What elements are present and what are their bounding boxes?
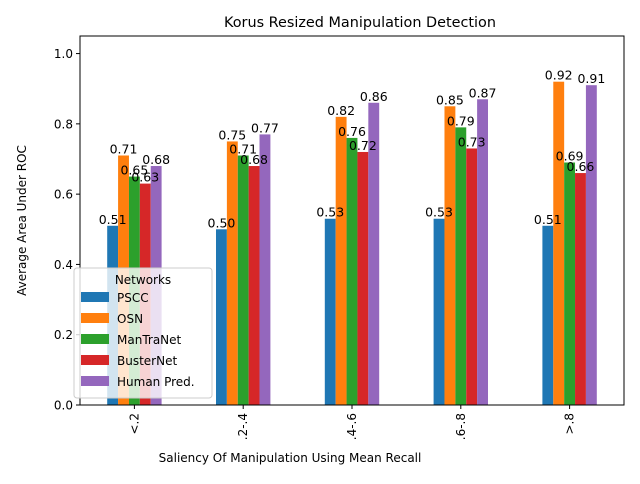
- y-axis: 0.0 0.2 0.4 0.6 0.8 1.0: [54, 47, 80, 413]
- data-label: 0.79: [447, 113, 475, 128]
- bar: [585, 85, 597, 405]
- legend-swatch: [81, 355, 109, 365]
- data-label: 0.53: [316, 205, 344, 220]
- legend-swatch: [81, 292, 109, 302]
- bar: [466, 148, 478, 405]
- y-tick-label: 0.6: [54, 188, 73, 202]
- x-axis-label: Saliency Of Manipulation Using Mean Reca…: [159, 451, 422, 465]
- legend-label: ManTraNet: [117, 333, 182, 347]
- bar: [346, 137, 358, 405]
- legend-title: Networks: [115, 273, 171, 287]
- data-label: 0.65: [120, 163, 148, 178]
- data-label: 0.68: [142, 152, 170, 167]
- bar: [477, 99, 488, 405]
- bar: [226, 141, 238, 405]
- y-tick-label: 1.0: [54, 47, 73, 61]
- x-tick-label: >.8: [563, 413, 577, 435]
- y-tick-label: 0.0: [54, 399, 73, 413]
- x-tick-label: .4-.6: [345, 413, 359, 440]
- data-label: 0.63: [131, 170, 159, 185]
- bar: [324, 218, 336, 405]
- bar: [357, 151, 369, 405]
- bar: [433, 218, 445, 405]
- data-labels-layer: 0.51 0.500.53 0.53 0.510.710.750.820.850.92…: [99, 68, 606, 231]
- chart-title: Korus Resized Manipulation Detection: [224, 15, 496, 31]
- data-label: 0.92: [545, 68, 573, 83]
- legend-items: PSCC OSN ManTraNet BusterNet Human Pred.: [81, 291, 195, 389]
- data-label: 0.71: [229, 141, 257, 156]
- bar: [216, 229, 227, 405]
- data-label: 0.75: [218, 127, 246, 142]
- data-label: 0.86: [360, 89, 388, 104]
- bar: [542, 225, 554, 405]
- legend-label: OSN: [117, 312, 143, 326]
- data-label: 0.73: [458, 134, 486, 149]
- legend-swatch: [81, 376, 109, 386]
- data-label: 0.76: [338, 124, 366, 139]
- bar: [575, 173, 586, 405]
- y-tick-label: 0.8: [54, 117, 73, 131]
- bar: [444, 106, 456, 405]
- bar: [335, 116, 347, 405]
- data-label: 0.71: [110, 141, 138, 156]
- legend: Networks PSCC OSN ManTraNet BusterNet Human …: [73, 267, 213, 399]
- y-axis-label: Average Area Under ROC: [15, 145, 29, 296]
- x-tick-label: .6-.8: [454, 413, 468, 440]
- bar: [553, 81, 565, 405]
- bar: [259, 134, 271, 405]
- data-label: 0.51: [534, 212, 562, 227]
- bar: [455, 127, 467, 406]
- x-tick-label: .2-.4: [236, 413, 250, 440]
- legend-swatch: [81, 334, 109, 344]
- y-tick-label: 0.2: [54, 328, 73, 342]
- data-label: 0.85: [436, 92, 464, 107]
- data-label: 0.87: [469, 85, 497, 100]
- data-label: 0.72: [349, 138, 377, 153]
- legend-label: BusterNet: [117, 354, 177, 368]
- legend-label: PSCC: [117, 291, 149, 305]
- data-label: 0.91: [577, 71, 605, 86]
- data-label: 0.68: [240, 152, 268, 167]
- data-label: 0.51: [99, 212, 127, 227]
- bar: [564, 162, 576, 405]
- data-label: 0.66: [567, 159, 595, 174]
- x-tick-label: <.2: [127, 413, 141, 435]
- data-label: 0.82: [327, 103, 355, 118]
- legend-label: Human Pred.: [117, 375, 195, 389]
- data-label: 0.53: [425, 205, 453, 220]
- legend-swatch: [81, 313, 109, 323]
- y-tick-label: 0.4: [54, 258, 73, 272]
- data-label: 0.50: [208, 215, 236, 230]
- data-label: 0.69: [556, 149, 584, 164]
- data-label: 0.77: [251, 120, 279, 135]
- bar: [248, 166, 260, 405]
- plot-frame: [79, 35, 625, 406]
- bar: [368, 102, 380, 406]
- bar: [237, 155, 249, 405]
- x-axis: <.2 .2-.4 .4-.6 .6-.8 >.8: [127, 405, 577, 440]
